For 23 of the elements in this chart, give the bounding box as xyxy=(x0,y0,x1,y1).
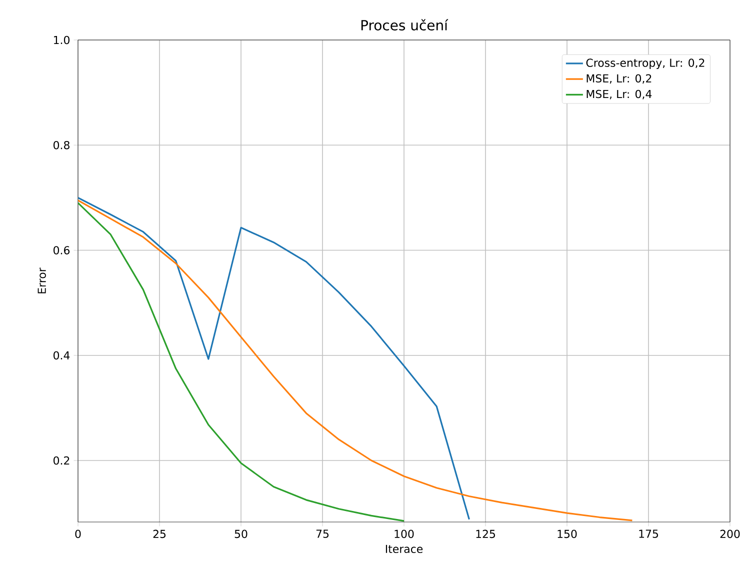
x-tick-label: 25 xyxy=(153,530,166,538)
x-tick-label: 75 xyxy=(316,530,329,538)
legend-label: MSE, Lr: 0,4 xyxy=(586,90,652,100)
y-tick-label: 0.2 xyxy=(54,456,70,465)
y-tick-label: 0.6 xyxy=(54,246,70,254)
x-tick-label: 125 xyxy=(476,530,495,538)
y-tick-label: 0.4 xyxy=(54,351,70,360)
x-axis-title: Iterace xyxy=(386,544,423,554)
x-tick-label: 100 xyxy=(394,530,414,538)
legend-label: Cross-entropy, Lr: 0,2 xyxy=(586,58,704,70)
x-tick-label: 0 xyxy=(75,530,81,538)
x-tick-label: 175 xyxy=(639,530,658,538)
line-series xyxy=(78,200,634,522)
line-series xyxy=(78,202,405,522)
x-tick-label: 150 xyxy=(558,530,577,538)
y-tick-label: 1.0 xyxy=(54,36,70,44)
line-series xyxy=(78,196,470,520)
y-axis-title: Error xyxy=(38,268,46,294)
x-tick-label: 200 xyxy=(720,530,740,538)
y-tick-label: 0.8 xyxy=(54,140,70,150)
chart-title: Proces učení xyxy=(361,19,448,30)
legend-label: MSE, Lr: 0,2 xyxy=(586,74,652,84)
x-tick-label: 50 xyxy=(234,530,248,538)
